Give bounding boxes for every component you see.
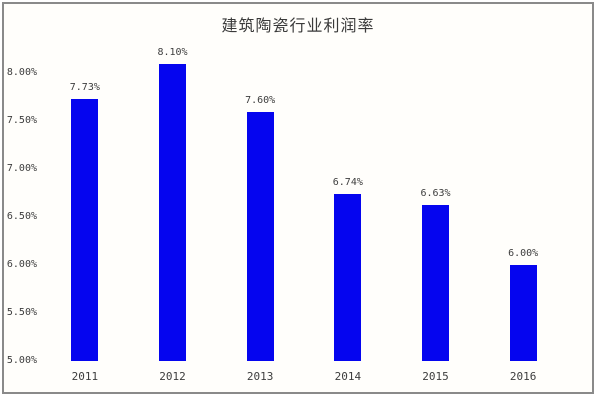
y-tick-label: 7.50% (6, 115, 37, 127)
y-tick-label: 6.00% (6, 259, 37, 271)
bar-2013 (246, 111, 274, 361)
bar-2014 (334, 194, 362, 361)
bar-value-label: 6.74% (332, 177, 363, 189)
y-tick-label: 8.00% (6, 67, 37, 79)
bar-value-label: 7.60% (245, 94, 276, 106)
x-tick-label: 2013 (246, 370, 274, 383)
y-tick-label: 5.50% (6, 307, 37, 319)
x-tick-label: 2014 (334, 370, 362, 383)
plot-area: 7.73% 2011 8.10% 2012 7.60% 2013 6.74% 2014 6.63… (41, 47, 567, 383)
x-tick-label: 2012 (159, 370, 186, 383)
bar-2016 (509, 265, 537, 361)
y-axis: 8.00% 7.50% 7.00% 6.50% 6.00% 5.50% 5.00% (4, 54, 37, 366)
chart-frame: 建筑陶瓷行业利润率 8.00% 7.50% 7.00% 6.50% 6.00% 5.50%… (2, 2, 594, 394)
bar-value-label: 6.63% (420, 187, 451, 199)
x-tick-label: 2011 (71, 370, 99, 383)
y-tick-label: 6.50% (6, 211, 37, 223)
y-tick-label: 5.00% (6, 355, 37, 366)
bar-value-label: 6.00% (508, 248, 539, 260)
bar-value-label: 7.73% (69, 82, 100, 94)
bar-2012 (159, 63, 186, 361)
bar-2015 (422, 204, 449, 361)
y-tick-label: 7.00% (6, 163, 37, 175)
chart-title: 建筑陶瓷行业利润率 (221, 16, 375, 35)
bar-2011 (71, 99, 99, 361)
bar-value-label: 8.10% (157, 46, 188, 58)
x-tick-label: 2015 (422, 370, 449, 383)
x-tick-label: 2016 (509, 370, 537, 383)
